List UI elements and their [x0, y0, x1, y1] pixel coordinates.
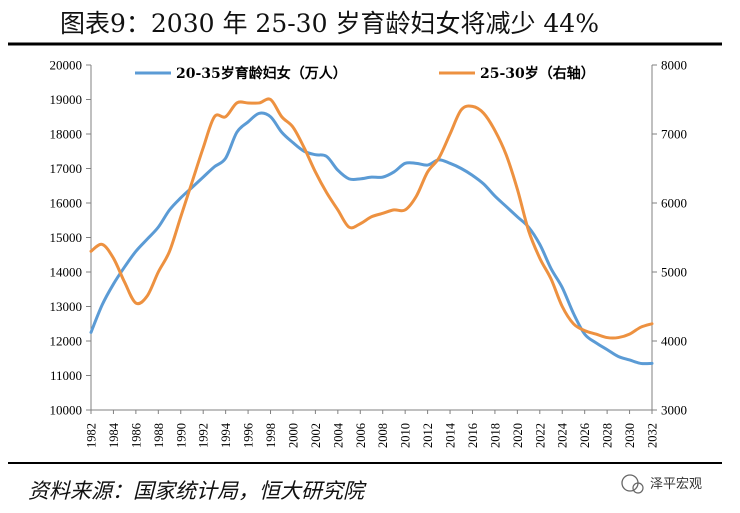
y-tick-right-label: 6000: [661, 196, 687, 211]
x-tick-label: 2010: [399, 423, 413, 448]
x-tick-label: 2002: [309, 423, 323, 448]
y-tick-right-label: 7000: [661, 127, 687, 142]
x-tick-label: 2000: [286, 423, 300, 448]
x-tick-label: 2004: [331, 422, 345, 448]
y-tick-left-label: 11000: [50, 368, 82, 383]
x-tick-label: 1984: [107, 422, 121, 448]
y-tick-right-label: 4000: [661, 334, 687, 349]
x-tick-label: 2024: [556, 422, 570, 448]
x-tick-label: 1992: [197, 423, 211, 448]
x-tick-label: 2006: [354, 423, 368, 448]
x-tick-label: 1996: [242, 423, 256, 448]
y-tick-left-label: 13000: [50, 299, 83, 314]
y-tick-left-label: 16000: [50, 196, 83, 211]
watermark: 泽平宏观: [621, 474, 702, 494]
x-tick-label: 2018: [488, 423, 502, 448]
x-tick-label: 2028: [601, 423, 615, 448]
legend-label: 20-35岁育龄妇女（万人）: [176, 65, 347, 82]
x-tick-label: 2030: [623, 423, 637, 448]
series-line-20-35: [89, 111, 654, 366]
series-line-25-30: [89, 97, 654, 340]
y-tick-right-label: 3000: [661, 403, 687, 418]
y-tick-left-label: 12000: [50, 334, 83, 349]
y-tick-left-label: 20000: [50, 58, 83, 73]
y-tick-left-label: 14000: [50, 265, 83, 280]
x-tick-label: 2020: [511, 423, 525, 448]
x-tick-label: 1986: [129, 423, 143, 448]
x-tick-label: 2032: [646, 423, 660, 448]
watermark-text: 泽平宏观: [650, 477, 702, 492]
chart-title: 图表9：2030 年 25-30 岁育龄妇女将减少 44%: [60, 9, 599, 38]
source-note: 资料来源：国家统计局，恒大研究院: [28, 479, 367, 503]
x-tick-label: 2012: [421, 423, 435, 448]
x-tick-label: 2026: [578, 423, 592, 448]
y-tick-right-label: 5000: [661, 265, 687, 280]
x-tick-label: 2022: [533, 423, 547, 448]
y-tick-right-label: 8000: [661, 58, 687, 73]
y-tick-left-label: 10000: [50, 403, 83, 418]
x-tick-label: 1990: [174, 423, 188, 448]
y-tick-left-label: 17000: [50, 161, 83, 176]
x-tick-label: 1988: [152, 423, 166, 448]
x-tick-label: 2014: [444, 422, 458, 448]
y-tick-left-label: 19000: [50, 92, 83, 107]
x-tick-label: 2008: [376, 423, 390, 448]
x-tick-label: 1982: [85, 423, 99, 448]
x-tick-label: 2016: [466, 423, 480, 448]
x-tick-label: 1994: [219, 422, 233, 448]
y-tick-left-label: 18000: [50, 127, 83, 142]
x-tick-label: 1998: [264, 423, 278, 448]
wechat-icon-small: [632, 482, 644, 494]
y-tick-left-label: 15000: [50, 230, 83, 245]
legend-label: 25-30岁（右轴）: [480, 65, 595, 82]
